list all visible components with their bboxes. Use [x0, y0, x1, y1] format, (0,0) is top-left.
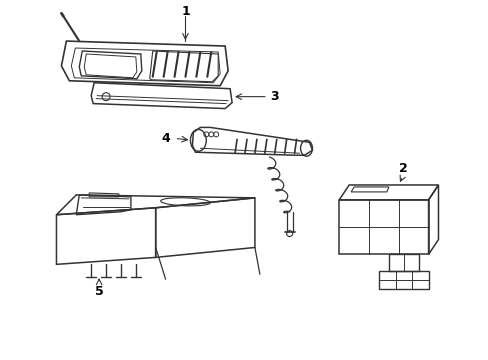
Text: 2: 2	[399, 162, 407, 175]
Text: 4: 4	[161, 132, 170, 145]
Text: 3: 3	[269, 90, 278, 103]
Text: 5: 5	[95, 285, 103, 298]
Text: 1: 1	[181, 5, 189, 18]
